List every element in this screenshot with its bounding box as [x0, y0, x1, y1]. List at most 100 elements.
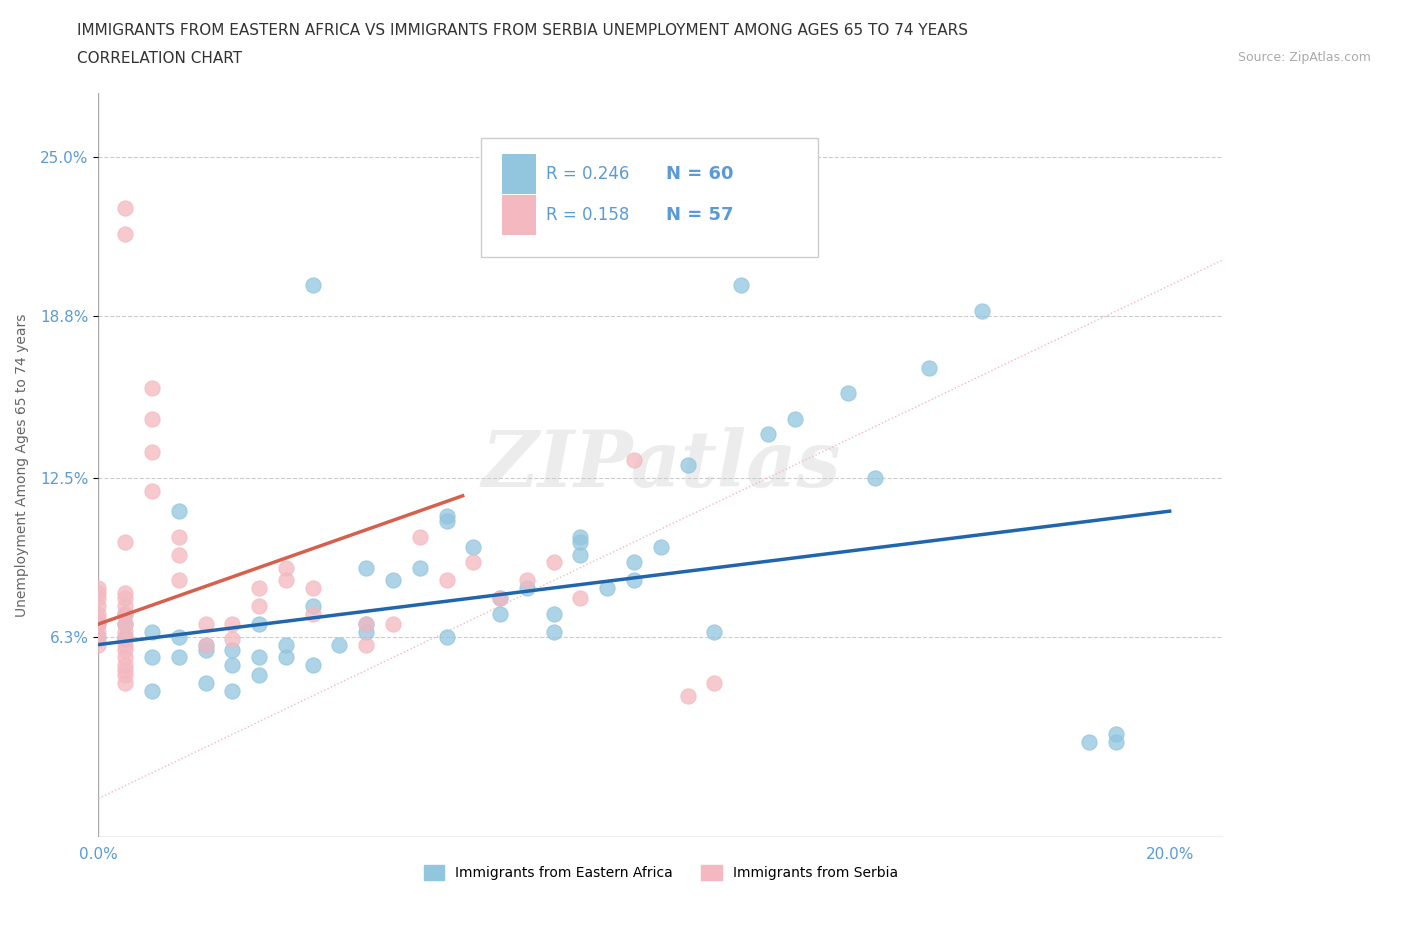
Point [463, 539, 485, 554]
Point [167, 573, 190, 588]
Point [247, 668, 270, 683]
Point [274, 637, 297, 652]
Point [114, 227, 136, 242]
Point [87, 591, 110, 605]
Point [114, 637, 136, 652]
Point [569, 535, 592, 550]
Point [676, 688, 699, 703]
Point [87, 612, 110, 627]
Point [87, 580, 110, 595]
Point [354, 560, 377, 575]
Point [703, 675, 725, 690]
Point [489, 591, 512, 605]
Point [114, 617, 136, 631]
Point [382, 573, 405, 588]
Point [436, 514, 458, 529]
Point [167, 548, 190, 563]
Point [676, 458, 699, 472]
Point [194, 643, 217, 658]
Point [87, 586, 110, 601]
Point [516, 573, 538, 588]
Point [114, 632, 136, 647]
Point [596, 580, 619, 595]
Point [247, 599, 270, 614]
Point [436, 573, 458, 588]
Text: IMMIGRANTS FROM EASTERN AFRICA VS IMMIGRANTS FROM SERBIA UNEMPLOYMENT AMONG AGES: IMMIGRANTS FROM EASTERN AFRICA VS IMMIGR… [77, 23, 969, 38]
Point [221, 617, 243, 631]
Text: ZIPatlas: ZIPatlas [481, 427, 841, 503]
Point [87, 599, 110, 614]
Point [114, 630, 136, 644]
FancyBboxPatch shape [502, 154, 536, 194]
Point [274, 560, 297, 575]
Point [221, 632, 243, 647]
Point [301, 580, 323, 595]
Point [114, 606, 136, 621]
Point [194, 637, 217, 652]
Point [114, 535, 136, 550]
Text: R = 0.158: R = 0.158 [546, 206, 630, 224]
Text: N = 57: N = 57 [666, 206, 734, 224]
Point [516, 580, 538, 595]
Point [1105, 735, 1128, 750]
Point [221, 643, 243, 658]
Point [354, 637, 377, 652]
Point [569, 591, 592, 605]
Point [730, 278, 752, 293]
Point [87, 617, 110, 631]
Point [569, 529, 592, 544]
Point [623, 452, 645, 467]
Point [194, 675, 217, 690]
Point [114, 643, 136, 658]
Point [354, 617, 377, 631]
Point [274, 650, 297, 665]
Point [436, 630, 458, 644]
Point [141, 650, 163, 665]
Point [167, 630, 190, 644]
Point [87, 624, 110, 639]
Point [837, 386, 859, 401]
Text: N = 60: N = 60 [666, 166, 734, 183]
Point [409, 529, 432, 544]
Point [114, 591, 136, 605]
FancyBboxPatch shape [481, 138, 818, 257]
Point [463, 555, 485, 570]
Point [569, 548, 592, 563]
Point [301, 606, 323, 621]
Point [141, 411, 163, 426]
Point [1078, 735, 1101, 750]
Point [141, 445, 163, 459]
Point [703, 624, 725, 639]
Point [623, 555, 645, 570]
Point [114, 617, 136, 631]
Point [382, 617, 405, 631]
Legend: Immigrants from Eastern Africa, Immigrants from Serbia: Immigrants from Eastern Africa, Immigran… [418, 860, 904, 886]
Point [221, 684, 243, 698]
Point [167, 529, 190, 544]
Point [1105, 727, 1128, 742]
Point [114, 650, 136, 665]
Point [783, 411, 806, 426]
Text: Source: ZipAtlas.com: Source: ZipAtlas.com [1237, 51, 1371, 64]
Point [623, 573, 645, 588]
Point [87, 630, 110, 644]
Point [543, 555, 565, 570]
Point [141, 684, 163, 698]
Point [87, 637, 110, 652]
Point [87, 632, 110, 647]
Point [167, 650, 190, 665]
Point [141, 380, 163, 395]
Point [114, 599, 136, 614]
Point [141, 624, 163, 639]
Point [489, 606, 512, 621]
Point [247, 580, 270, 595]
Point [863, 471, 886, 485]
Point [917, 360, 939, 375]
Point [194, 617, 217, 631]
Point [756, 427, 779, 442]
Point [114, 624, 136, 639]
Point [543, 606, 565, 621]
Point [972, 303, 994, 318]
Point [141, 484, 163, 498]
Point [650, 539, 672, 554]
